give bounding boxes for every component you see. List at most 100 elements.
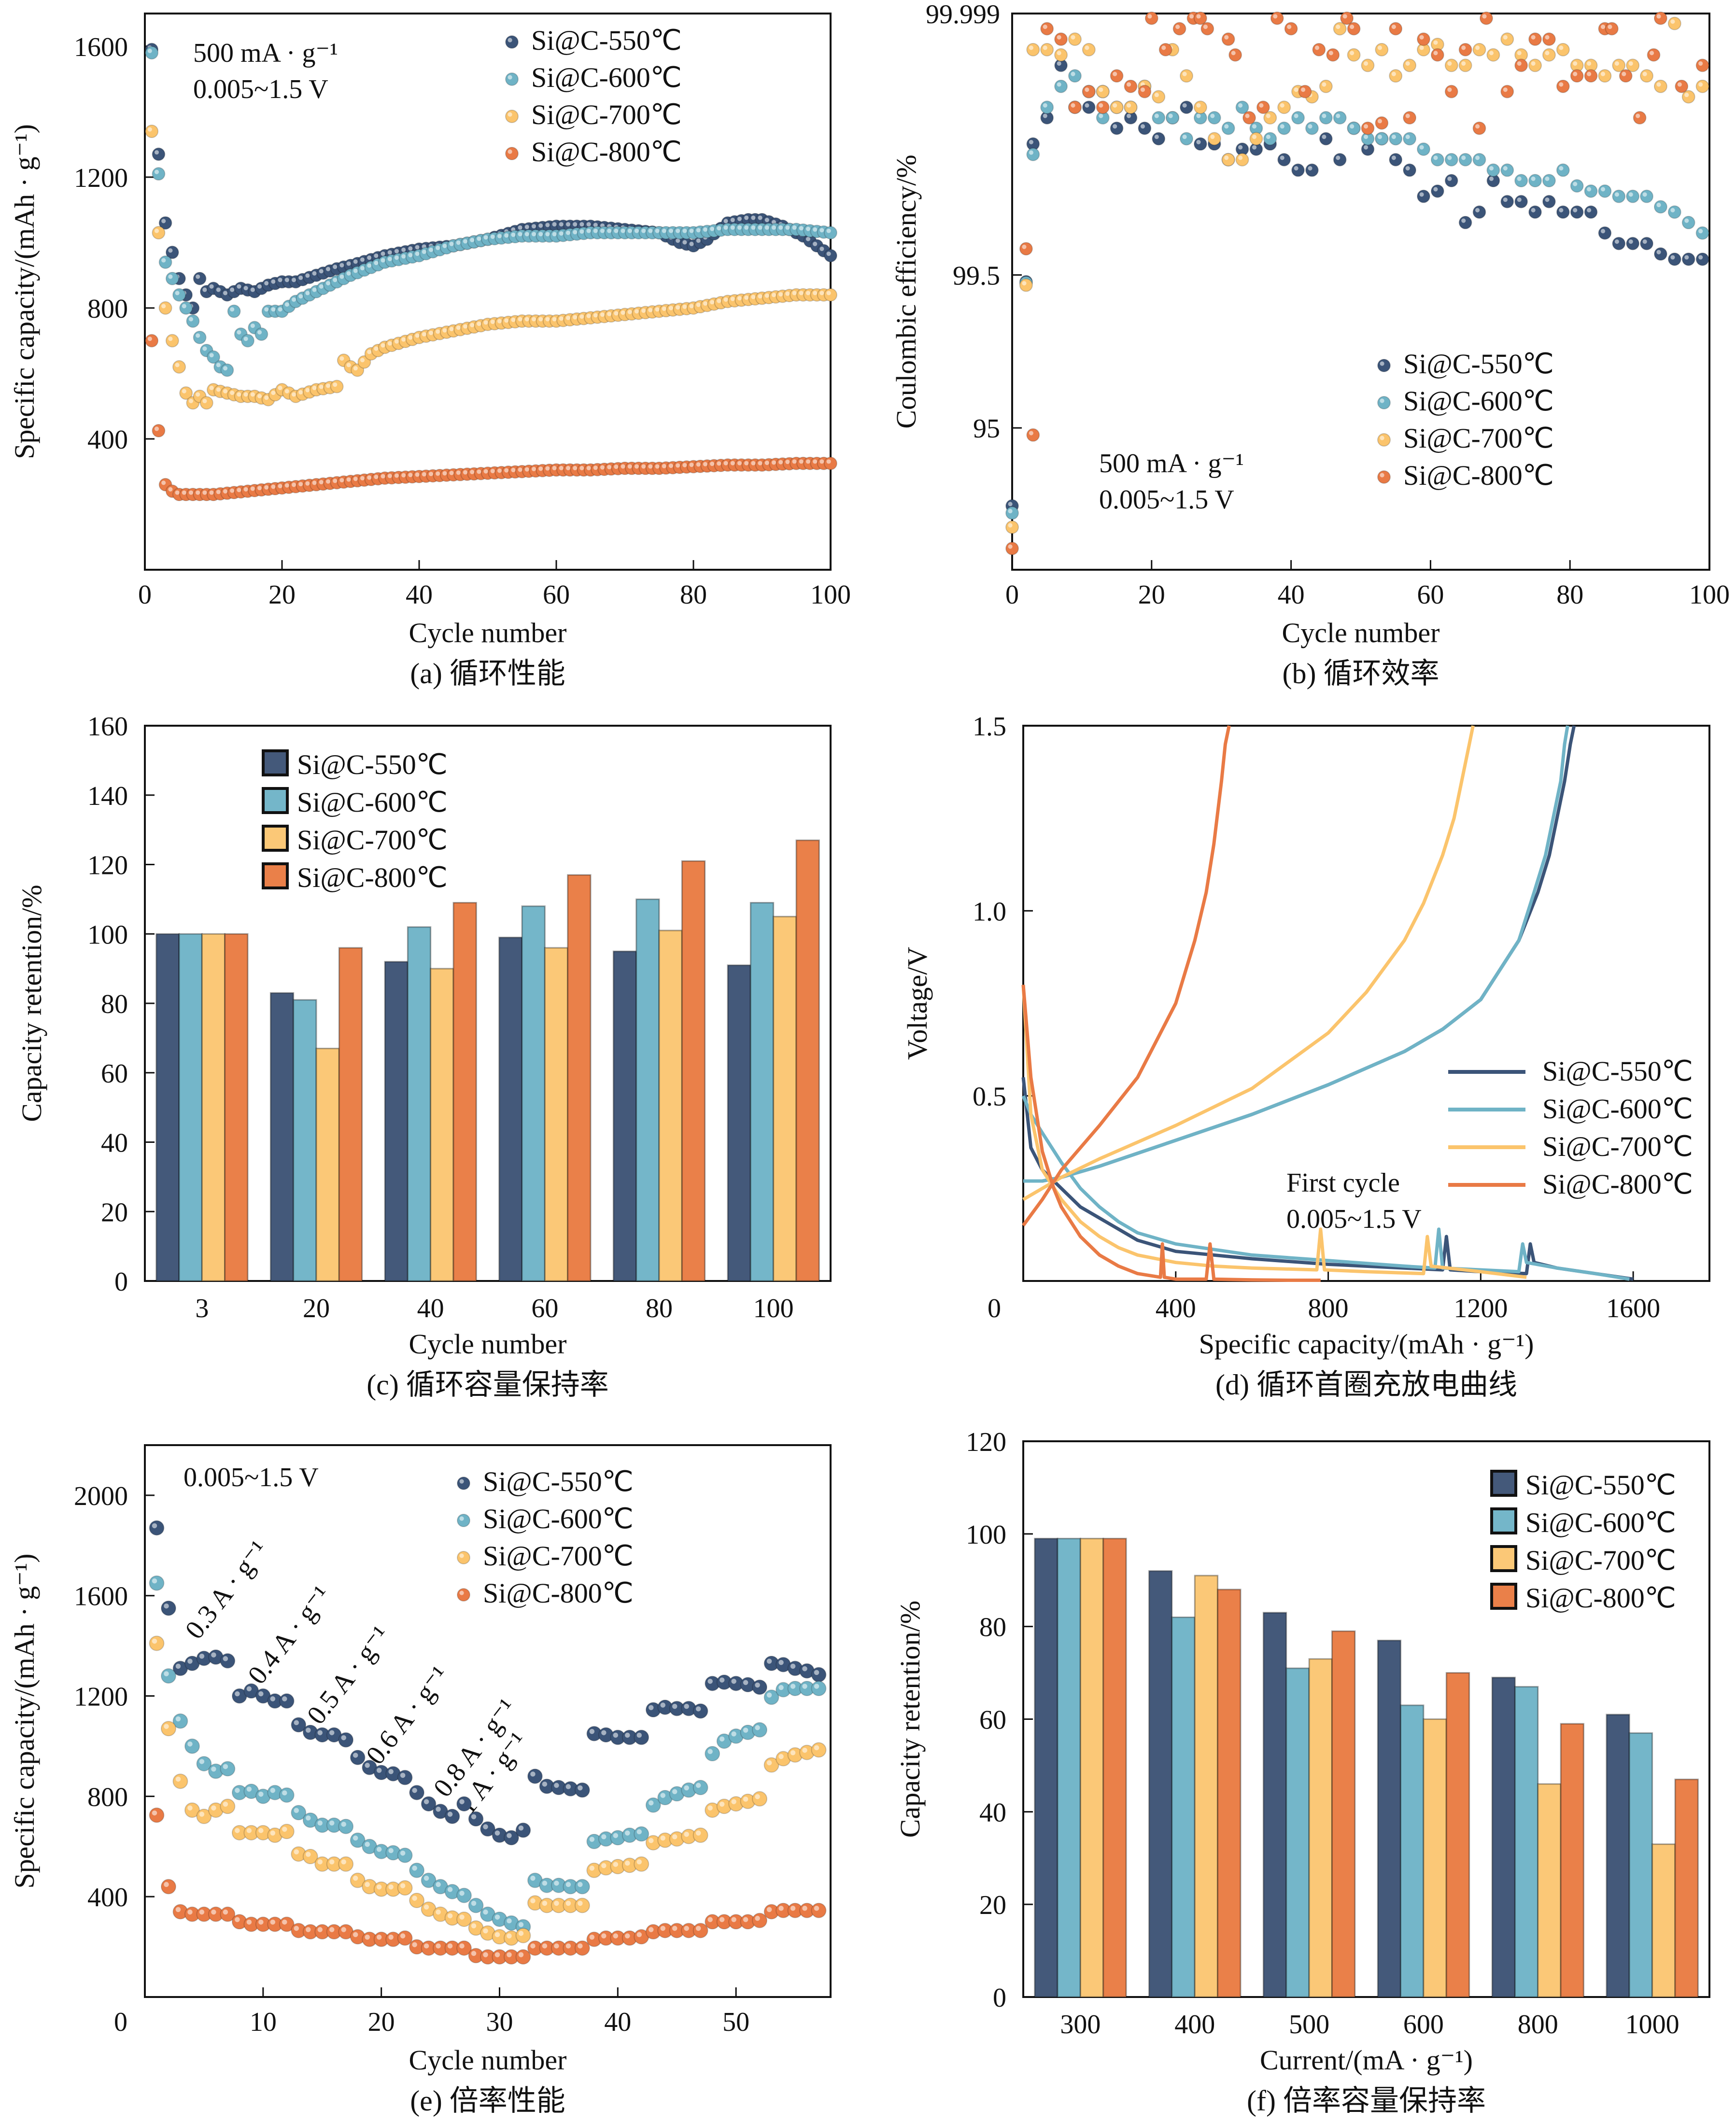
data-point-highlight <box>593 465 598 470</box>
x-tick-label: 600 <box>1403 2010 1444 2040</box>
data-point <box>752 1679 768 1695</box>
data-point-highlight <box>442 471 447 476</box>
data-point-highlight <box>1489 176 1494 181</box>
data-point-highlight <box>802 1747 807 1753</box>
data-point-highlight <box>1350 25 1355 29</box>
data-point-highlight <box>376 1846 382 1852</box>
data-point-highlight <box>264 307 269 312</box>
data-point-highlight <box>744 215 749 220</box>
legend-swatch-700 <box>1490 1545 1517 1572</box>
data-point-highlight <box>1182 103 1187 108</box>
y-tick-label: 800 <box>87 1782 128 1812</box>
discharge-curve-600 <box>1021 1095 1630 1281</box>
data-point-highlight <box>1433 155 1438 160</box>
y-tick-label: 120 <box>966 1427 1006 1457</box>
data-point-highlight <box>805 237 811 241</box>
x-tick-label: 800 <box>1518 2010 1558 2040</box>
data-point-highlight <box>660 1702 665 1708</box>
data-point-highlight <box>1600 25 1606 29</box>
data-point-highlight <box>1029 431 1033 436</box>
data-point-highlight <box>1405 113 1410 118</box>
data-point-highlight <box>423 1904 429 1910</box>
data-point-highlight <box>196 490 200 495</box>
data-point <box>397 1770 413 1786</box>
data-point-highlight <box>531 317 536 322</box>
data-point-highlight <box>168 248 173 253</box>
data-point-highlight <box>723 225 728 230</box>
x-tick-label: 0 <box>138 580 152 610</box>
bar-550-80 <box>612 950 637 1282</box>
data-point-highlight <box>401 247 406 252</box>
data-point-highlight <box>1043 113 1047 118</box>
data-point <box>279 1824 295 1840</box>
y-axis-title: Capacity retention/% <box>16 885 47 1122</box>
data-point-highlight <box>1259 103 1264 108</box>
data-point-highlight <box>147 337 152 341</box>
data-point-highlight <box>682 304 687 309</box>
data-point-highlight <box>243 286 248 291</box>
data-point-highlight <box>655 464 660 469</box>
data-point-highlight <box>312 271 317 276</box>
data-point-highlight <box>710 300 715 305</box>
data-point <box>634 1730 649 1745</box>
data-point <box>1458 42 1472 56</box>
bar-550-60 <box>498 936 523 1282</box>
data-point-highlight <box>341 1927 346 1932</box>
data-point-highlight <box>1600 187 1606 192</box>
panel-f-rate-capacity-retention: 0 20 40 60 80 100 120 300 400 500 600 800 1000 Capaci… <box>894 1427 1710 2117</box>
data-point <box>1305 121 1319 135</box>
data-point-highlight <box>684 1703 689 1709</box>
data-point-highlight <box>497 319 502 324</box>
data-point <box>1221 32 1235 46</box>
data-point-highlight <box>152 1638 157 1644</box>
data-point <box>172 360 186 374</box>
data-point-highlight <box>813 227 818 232</box>
data-point-highlight <box>751 225 756 230</box>
data-point-highlight <box>614 311 619 316</box>
data-point <box>1375 132 1389 146</box>
data-point-highlight <box>471 1814 477 1819</box>
data-point-highlight <box>447 1943 453 1949</box>
legend-label-700: Si@C-700℃ <box>483 1540 634 1572</box>
data-point-highlight <box>412 1942 417 1947</box>
data-point <box>1054 48 1068 62</box>
data-point <box>1270 11 1284 25</box>
bar-700-80 <box>658 929 683 1282</box>
data-point-highlight <box>1196 113 1201 118</box>
data-point <box>1277 100 1291 114</box>
data-point-highlight <box>730 225 735 230</box>
data-point-highlight <box>161 480 166 485</box>
data-point-highlight <box>1363 134 1369 139</box>
charge-curve-600 <box>1023 725 1569 1183</box>
data-point-highlight <box>1684 93 1689 98</box>
legend-swatch-600 <box>1490 1507 1517 1534</box>
data-point-highlight <box>319 284 324 289</box>
data-point <box>149 1635 165 1651</box>
legend-swatch-550 <box>1490 1470 1517 1497</box>
data-point <box>824 456 837 470</box>
data-point-highlight <box>329 1927 335 1932</box>
data-point-highlight <box>689 228 694 233</box>
data-point-highlight <box>1161 45 1166 50</box>
data-point-highlight <box>246 1919 252 1925</box>
data-point-highlight <box>1175 25 1180 29</box>
data-point-highlight <box>814 1670 819 1675</box>
bar-700-500 <box>1308 1658 1333 1998</box>
data-point-highlight <box>341 1735 346 1741</box>
plot-frame-e <box>144 1444 832 1998</box>
data-point-highlight <box>778 1660 784 1665</box>
data-point <box>1228 48 1242 62</box>
data-point-highlight <box>814 1745 819 1750</box>
data-point-highlight <box>1670 19 1675 24</box>
data-point-highlight <box>1573 182 1578 186</box>
data-point-highlight <box>696 238 701 243</box>
data-point-highlight <box>766 1692 772 1698</box>
series-600 <box>149 1575 827 1935</box>
data-point-highlight <box>325 479 331 484</box>
data-point-highlight <box>312 385 317 390</box>
data-point-highlight <box>531 232 536 237</box>
data-point-highlight <box>436 1943 441 1949</box>
data-point-highlight <box>223 489 228 494</box>
data-point-highlight <box>507 1952 512 1957</box>
data-point-highlight <box>743 1797 748 1802</box>
